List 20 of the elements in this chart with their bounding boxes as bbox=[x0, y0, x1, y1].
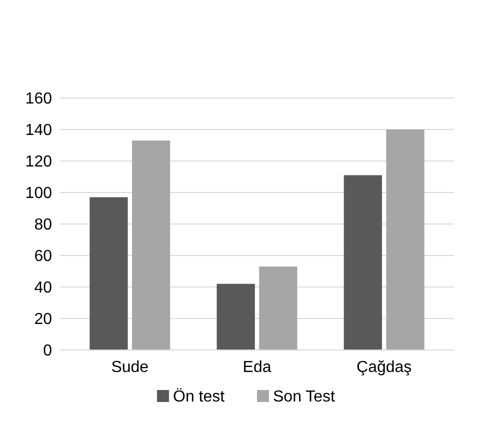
y-tick-label: 0 bbox=[43, 342, 52, 360]
y-tick-label: 20 bbox=[34, 311, 52, 328]
x-tick-label: Çağdaş bbox=[356, 359, 412, 376]
bar bbox=[344, 175, 382, 350]
y-tick-label: 100 bbox=[25, 185, 52, 202]
bar bbox=[259, 266, 298, 350]
y-tick-label: 60 bbox=[34, 248, 52, 266]
x-tick-label: Eda bbox=[242, 359, 272, 376]
bar bbox=[216, 284, 255, 350]
bar bbox=[386, 130, 424, 350]
bar bbox=[90, 197, 128, 350]
y-tick-label: 160 bbox=[25, 90, 52, 108]
x-tick-label: Sude bbox=[111, 359, 149, 376]
legend-label: Son Test bbox=[273, 388, 336, 406]
bar bbox=[132, 140, 170, 350]
y-tick-label: 120 bbox=[25, 154, 52, 171]
y-tick-label: 80 bbox=[34, 216, 52, 234]
y-tick-label: 140 bbox=[25, 122, 52, 140]
y-tick-label: 40 bbox=[34, 280, 52, 297]
legend-label: Ön test bbox=[173, 388, 226, 406]
